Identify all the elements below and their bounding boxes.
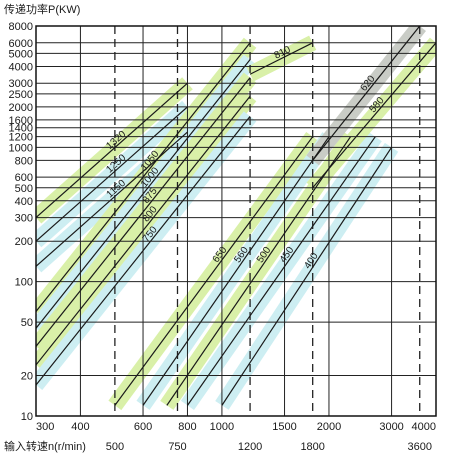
x-secondary-label-750: 750 <box>168 441 186 453</box>
y-tick-label-2000: 2000 <box>9 102 33 114</box>
series-line-650 <box>114 136 314 406</box>
series-line-1000 <box>36 59 251 329</box>
series-line-800 <box>36 95 251 366</box>
x-tick-label-600: 600 <box>134 421 152 433</box>
x-secondary-label-500: 500 <box>106 441 124 453</box>
y-tick-label-800: 800 <box>15 155 33 167</box>
y-tick-label-500: 500 <box>15 183 33 195</box>
series-line-1150 <box>36 131 188 267</box>
series-line-500 <box>166 136 352 406</box>
x-axis-title: 输入转速n(r/min) <box>4 439 86 453</box>
plot-frame <box>35 25 437 417</box>
y-axis-title: 传递功率P(KW) <box>4 2 80 16</box>
x-tick-label-800: 800 <box>178 421 196 433</box>
series-line-750 <box>36 115 251 386</box>
x-tick-label-2000: 2000 <box>317 421 341 433</box>
x-tick-label-400: 400 <box>71 421 89 433</box>
series-line-620 <box>312 26 421 161</box>
y-tick-label-6000: 6000 <box>9 38 33 50</box>
series-line-560 <box>142 136 330 406</box>
y-tick-label-2500: 2500 <box>9 89 33 101</box>
x-tick-label-300: 300 <box>36 421 54 433</box>
x-secondary-label-1800: 1800 <box>300 441 324 453</box>
y-tick-label-8000: 8000 <box>9 21 33 33</box>
y-tick-label-1000: 1000 <box>9 142 33 154</box>
y-tick-label-50: 50 <box>21 317 33 329</box>
y-tick-label-1400: 1400 <box>9 123 33 135</box>
y-tick-label-3000: 3000 <box>9 78 33 90</box>
series-line-580 <box>312 42 436 189</box>
series-line-875 <box>36 77 251 347</box>
y-tick-label-20: 20 <box>21 371 33 383</box>
y-tick-label-5000: 5000 <box>9 48 33 60</box>
x-tick-label-3000: 3000 <box>379 421 403 433</box>
x-secondary-label-1200: 1200 <box>238 441 262 453</box>
y-tick-label-400: 400 <box>15 196 33 208</box>
series-line-400 <box>221 146 393 406</box>
x-tick-label-4000: 4000 <box>412 421 436 433</box>
y-tick-label-600: 600 <box>15 172 33 184</box>
y-tick-label-10: 10 <box>21 411 33 423</box>
y-tick-label-300: 300 <box>15 213 33 225</box>
plot-area: 1020501002003004005006008001000120014001… <box>9 21 437 453</box>
y-tick-label-4000: 4000 <box>9 61 33 73</box>
band-lines-group <box>36 26 436 406</box>
x-secondary-label-3600: 3600 <box>407 441 431 453</box>
y-tick-label-200: 200 <box>15 236 33 248</box>
series-line-1250 <box>36 106 188 242</box>
y-tick-label-1200: 1200 <box>9 132 33 144</box>
series-line-1320 <box>36 82 188 219</box>
y-tick-label-1600: 1600 <box>9 115 33 127</box>
series-line-450 <box>186 136 376 406</box>
y-tick-label-100: 100 <box>15 277 33 289</box>
x-tick-label-1500: 1500 <box>272 421 296 433</box>
series-line-1050 <box>36 42 251 312</box>
series-line-810 <box>249 42 313 75</box>
x-tick-label-1000: 1000 <box>210 421 234 433</box>
